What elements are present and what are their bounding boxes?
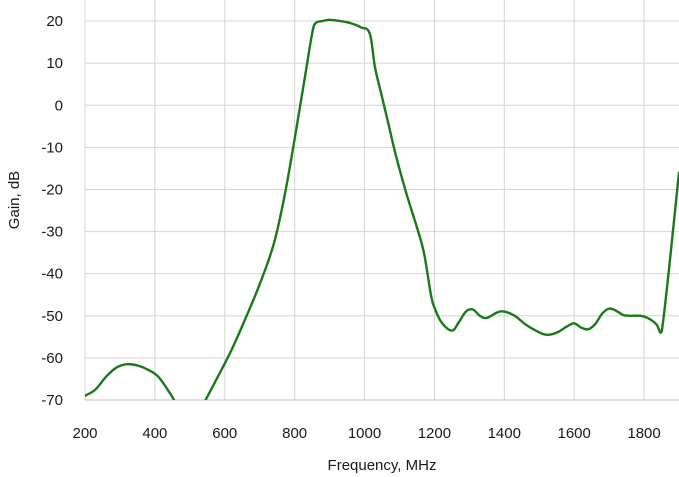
y-tick-label: -40 — [41, 266, 63, 283]
y-tick-label: -10 — [41, 139, 63, 156]
y-tick-label: 0 — [55, 97, 63, 114]
y-tick-label: -70 — [41, 392, 63, 409]
x-tick-label: 1200 — [418, 425, 451, 442]
y-tick-label: -30 — [41, 224, 63, 241]
y-tick-label: -60 — [41, 350, 63, 367]
x-tick-label: 1600 — [557, 425, 590, 442]
x-tick-label: 600 — [212, 425, 237, 442]
y-tick-label: -20 — [41, 181, 63, 198]
x-tick-label: 400 — [142, 425, 167, 442]
x-axis-label: Frequency, MHz — [328, 457, 437, 474]
x-axis-ticks: 200 400 600 800 1000 1200 1400 1600 1800 — [72, 425, 660, 442]
x-tick-label: 800 — [282, 425, 307, 442]
series-line — [204, 18, 679, 400]
grid-lines — [84, 0, 679, 401]
y-tick-label: 10 — [46, 55, 63, 72]
series-group — [85, 18, 679, 400]
x-tick-label: 1000 — [348, 425, 381, 442]
y-tick-label: 20 — [46, 13, 63, 30]
x-tick-label: 1400 — [488, 425, 521, 442]
x-tick-label: 200 — [72, 425, 97, 442]
x-tick-label: 1800 — [627, 425, 660, 442]
y-axis-ticks: 20 10 0 -10 -20 -30 -40 -50 -60 -70 — [41, 13, 63, 409]
y-tick-label: -50 — [41, 308, 63, 325]
series-line — [85, 362, 176, 400]
y-axis-label: Gain, dB — [6, 171, 23, 229]
